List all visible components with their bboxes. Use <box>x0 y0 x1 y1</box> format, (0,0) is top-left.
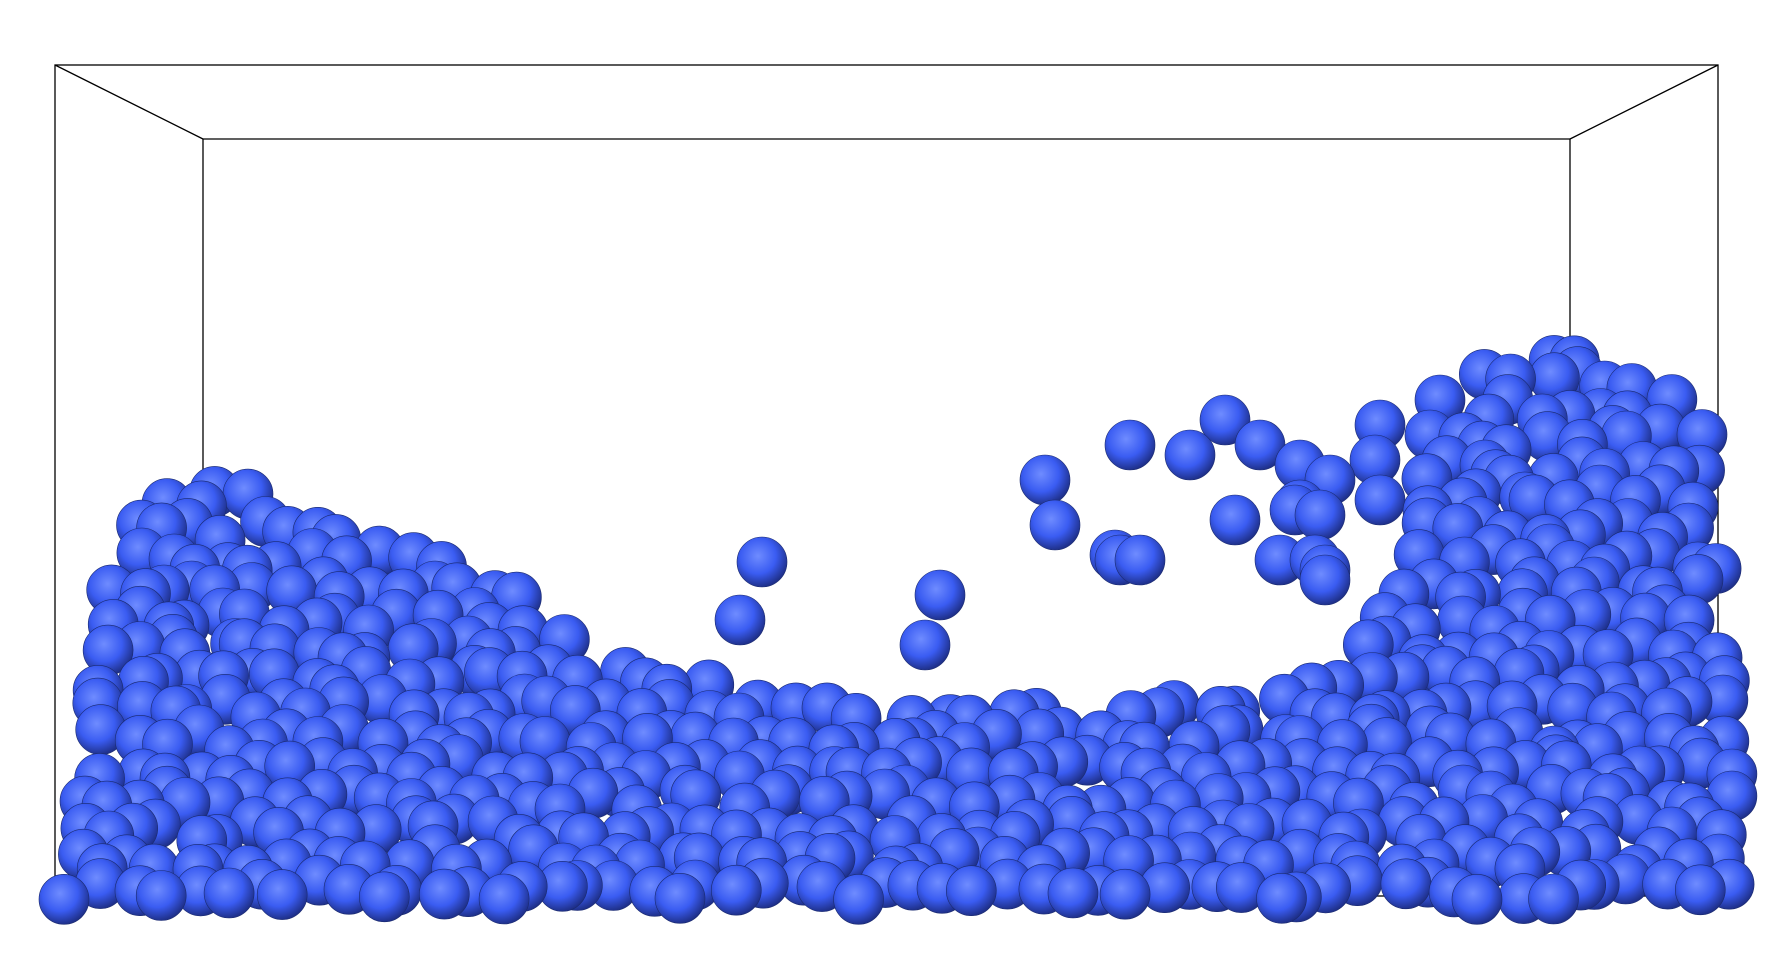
particle-sphere <box>478 873 530 925</box>
particle-sphere <box>1104 419 1156 471</box>
particle-sphere <box>1019 454 1071 506</box>
particle-sphere <box>38 873 90 925</box>
particle-sphere <box>1451 873 1503 925</box>
particle-sphere <box>714 594 766 646</box>
box-corner-edge-left <box>54 64 204 140</box>
particle-sphere <box>1029 499 1081 551</box>
particle-sphere <box>358 871 410 923</box>
particle-sphere <box>899 619 951 671</box>
particle-sphere <box>1199 394 1251 446</box>
particle-sphere <box>256 869 308 920</box>
box-corner-edge-right <box>1569 64 1719 140</box>
particle-sphere <box>945 865 997 917</box>
particle-sphere <box>135 870 187 921</box>
particle-sphere <box>833 873 884 925</box>
particle-sphere <box>1354 474 1406 526</box>
particle-sphere <box>1209 494 1261 546</box>
particle-sphere <box>1164 429 1216 481</box>
particles <box>38 335 1758 925</box>
particle-sphere <box>736 536 788 588</box>
particle-sphere <box>1256 872 1307 924</box>
particle-sphere <box>1114 534 1166 586</box>
particle-sphere <box>654 872 706 924</box>
particle-sphere <box>1380 858 1432 910</box>
particle-sphere <box>1675 864 1726 916</box>
particle-sphere <box>418 868 470 920</box>
particle-sphere <box>710 864 762 916</box>
particle-sphere <box>1294 489 1346 541</box>
particle-sphere <box>203 867 255 919</box>
particle-sphere <box>914 569 966 621</box>
particle-sphere <box>1299 554 1351 606</box>
particle-sphere <box>1528 873 1579 925</box>
particle-sphere <box>1099 868 1151 920</box>
particle-sphere <box>1047 867 1099 919</box>
